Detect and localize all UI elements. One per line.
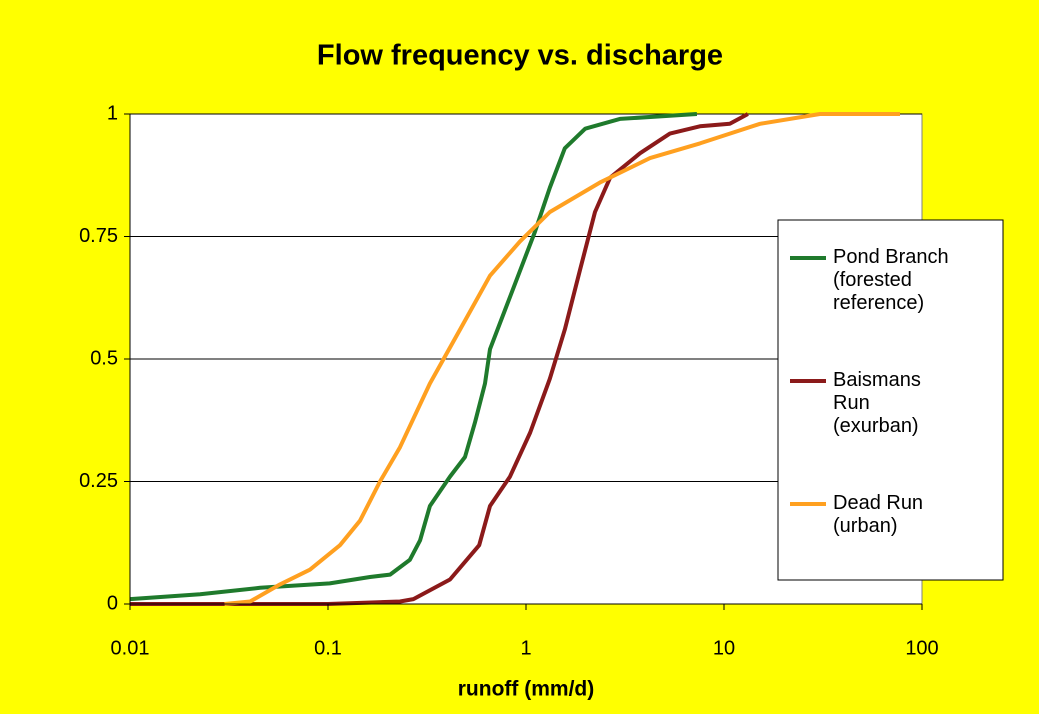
chart-title: Flow frequency vs. discharge [317, 40, 723, 72]
x-tick-label: 0.1 [314, 637, 342, 659]
lines [129, 112, 900, 606]
legend-label: Pond Branch (forested reference) [833, 246, 949, 314]
y-tick-label: 0.5 [90, 347, 118, 369]
y-tick-label: 0 [107, 592, 118, 614]
y-tick-label: 1 [107, 102, 118, 124]
legend-label: Baismans Run (exurban) [833, 369, 921, 437]
series-line [130, 112, 749, 606]
legend-label: Dead Run (urban) [833, 492, 924, 537]
legend-entry: Baismans Run (exurban) [833, 369, 921, 437]
series-line [224, 112, 900, 606]
y-tick-label: 0.25 [79, 470, 118, 492]
legend [777, 219, 1004, 581]
x-tick-label: 10 [713, 637, 735, 659]
series-line [129, 112, 698, 602]
legend-entry: Pond Branch (forested reference) [833, 246, 949, 314]
legend-entry: Dead Run (urban) [833, 492, 924, 537]
x-tick-label: 1 [520, 637, 531, 659]
x-axis-label: runoff (mm/d) [458, 678, 594, 701]
x-tick-label: 100 [905, 637, 938, 659]
x-tick-label: 0.01 [111, 637, 150, 659]
y-tick-label: 0.75 [79, 225, 118, 247]
